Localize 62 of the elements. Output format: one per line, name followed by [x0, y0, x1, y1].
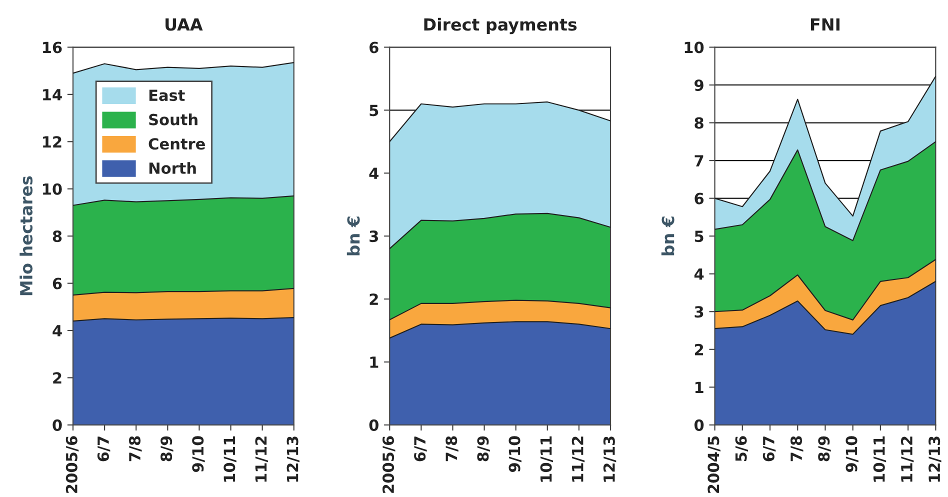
x-tick-label: 6/7 [97, 436, 110, 462]
x-tick-label: 9/10 [192, 436, 205, 472]
x-tick-label: 7/8 [128, 436, 142, 462]
y-tick-label: 0 [694, 419, 704, 431]
y-tick-label: 3 [694, 306, 704, 318]
x-tick-label: 8/9 [818, 436, 831, 462]
y-tick-label: 10 [43, 183, 62, 195]
y-tick-label: 4 [369, 168, 379, 179]
y-tick-label: 6 [694, 192, 704, 204]
x-tick-label: 10/11 [224, 436, 236, 482]
y-tick-label: 5 [694, 230, 704, 242]
x-tick-label: 6/7 [762, 436, 776, 462]
y-tick-label: 3 [370, 230, 378, 242]
y-axis-title: Mio hectares [20, 176, 33, 296]
x-tick-label: 10/11 [540, 436, 554, 482]
chart-title: UAA [166, 18, 203, 31]
y-tick-label: 0 [52, 419, 62, 431]
x-tick-label: 7/8 [446, 436, 458, 462]
y-tick-label: 8 [52, 230, 62, 242]
x-tick-label: 11/12 [572, 436, 585, 482]
x-tick-label: 12/13 [286, 436, 300, 482]
x-tick-label: 2005/6 [66, 436, 79, 493]
y-tick-label: 1 [370, 356, 378, 368]
y-tick-label: 7 [694, 155, 704, 166]
x-tick-label: 11/12 [255, 436, 268, 482]
y-axis-title: bn € [661, 216, 674, 256]
x-tick-label: 2004/5 [708, 436, 720, 493]
x-tick-label: 7/8 [790, 436, 804, 462]
y-tick-label: 16 [43, 42, 62, 54]
legend-label: North [149, 162, 196, 174]
chart-title: FNI [811, 18, 840, 31]
legend-label: Centre [148, 138, 205, 150]
y-tick-label: 1 [695, 382, 704, 393]
x-tick-label: 12/13 [603, 436, 616, 482]
x-tick-label: 9/10 [508, 436, 522, 472]
y-tick-label: 5 [370, 104, 378, 116]
y-tick-label: 4 [52, 325, 62, 336]
x-tick-label: 5/6 [735, 436, 748, 462]
chart-title: Direct payments [424, 18, 577, 34]
x-tick-label: 10/11 [873, 436, 886, 482]
x-tick-label: 8/9 [160, 436, 174, 462]
x-tick-label: 8/9 [477, 436, 490, 462]
y-tick-label: 2 [53, 372, 62, 384]
x-tick-label: 11/12 [900, 436, 914, 482]
y-tick-label: 2 [694, 344, 704, 356]
series-label: East [149, 90, 185, 102]
x-tick-label: 12/13 [928, 436, 942, 482]
y-tick-label: 4 [694, 268, 704, 280]
y-tick-label: 12 [43, 136, 62, 148]
x-tick-label: 2005/6 [382, 436, 396, 493]
legend-label: South [149, 114, 198, 126]
y-tick-label: 6 [370, 42, 378, 54]
y-tick-label: 6 [52, 278, 62, 290]
y-tick-label: 10 [684, 42, 704, 54]
y-tick-label: 0 [369, 419, 378, 431]
y-tick-label: 2 [370, 293, 378, 305]
y-tick-label: 8 [694, 117, 704, 129]
y-axis-title: bn € [346, 216, 360, 256]
y-tick-label: 14 [43, 89, 62, 100]
x-tick-label: 9/10 [846, 436, 858, 472]
x-tick-label: 6/7 [414, 436, 427, 462]
y-tick-label: 9 [694, 79, 704, 92]
